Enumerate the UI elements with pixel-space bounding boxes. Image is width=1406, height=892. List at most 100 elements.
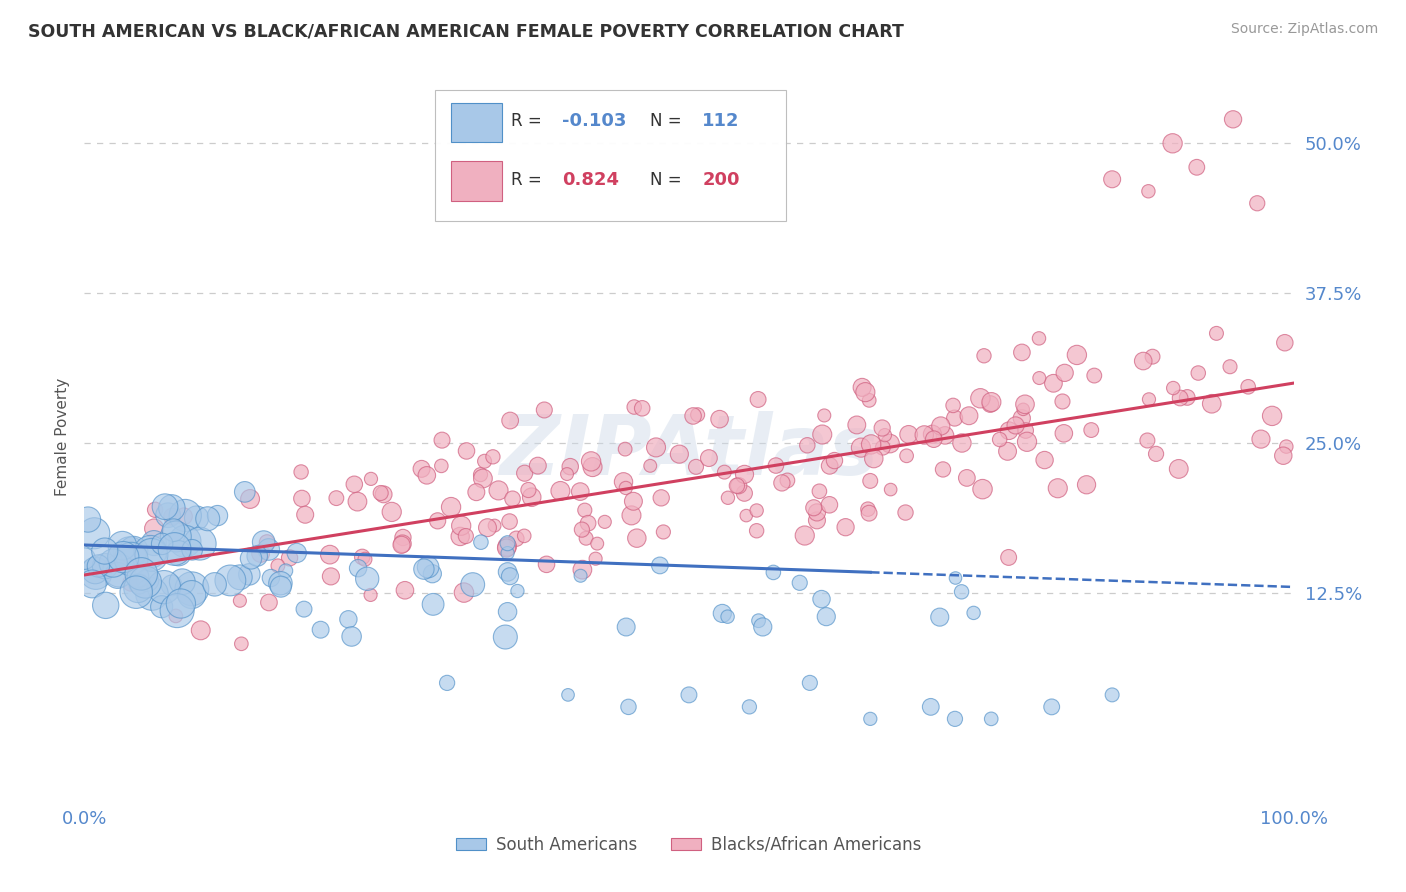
Point — [950, 584, 973, 599]
Point — [997, 550, 1019, 565]
Point — [1274, 335, 1296, 350]
Point — [233, 484, 256, 499]
Point — [685, 459, 707, 474]
Point — [391, 537, 413, 551]
Point — [1053, 366, 1076, 380]
Point — [1012, 402, 1035, 417]
Point — [1076, 477, 1098, 491]
Text: R =: R = — [512, 112, 547, 130]
Point — [745, 503, 768, 517]
Point — [1142, 350, 1164, 364]
Point — [803, 500, 825, 515]
Point — [1011, 345, 1033, 359]
Point — [160, 578, 183, 592]
Point — [770, 475, 793, 490]
Point — [862, 451, 884, 466]
Point — [84, 564, 107, 578]
Point — [638, 458, 661, 473]
Point — [1161, 381, 1184, 395]
Point — [440, 500, 463, 514]
Point — [495, 541, 517, 555]
Point — [426, 514, 449, 528]
Point — [496, 605, 519, 619]
Point — [1033, 453, 1056, 467]
Point — [988, 433, 1011, 447]
Point — [575, 531, 598, 545]
Point — [128, 576, 150, 591]
Point — [859, 712, 882, 726]
Point — [207, 508, 229, 523]
Point — [294, 508, 316, 522]
Text: N =: N = — [650, 112, 688, 130]
Point — [1028, 331, 1050, 345]
Point — [810, 592, 832, 607]
Point — [360, 472, 382, 486]
Point — [650, 491, 672, 505]
Point — [682, 409, 704, 423]
Point — [745, 524, 768, 538]
Point — [143, 503, 166, 517]
Point — [381, 505, 404, 519]
Point — [127, 582, 149, 596]
Point — [860, 437, 883, 451]
Point — [998, 424, 1021, 438]
Point — [1275, 440, 1298, 454]
Point — [141, 548, 163, 562]
Point — [118, 546, 141, 560]
Point — [454, 529, 477, 543]
Point — [1144, 447, 1167, 461]
Point — [246, 549, 269, 563]
Point — [1137, 184, 1160, 198]
Point — [94, 559, 117, 574]
Text: 112: 112 — [702, 112, 740, 130]
Point — [471, 471, 494, 485]
Point — [717, 491, 740, 505]
Point — [943, 411, 966, 425]
Point — [186, 511, 208, 525]
Point — [356, 572, 378, 586]
Point — [1011, 411, 1033, 425]
Point — [170, 597, 193, 611]
Point — [392, 531, 415, 545]
Point — [934, 428, 956, 442]
Point — [1101, 172, 1123, 186]
Point — [713, 465, 735, 479]
Point — [172, 574, 194, 589]
Text: Source: ZipAtlas.com: Source: ZipAtlas.com — [1230, 22, 1378, 37]
Point — [502, 491, 524, 506]
Point — [550, 483, 572, 498]
Point — [499, 569, 522, 583]
Point — [136, 573, 159, 587]
Point — [943, 712, 966, 726]
Point — [1187, 366, 1209, 380]
Point — [806, 513, 828, 527]
Point — [617, 699, 640, 714]
Point — [269, 576, 291, 591]
Point — [645, 441, 668, 455]
Point — [430, 458, 453, 473]
Point — [411, 462, 433, 476]
Point — [748, 614, 770, 628]
Point — [612, 475, 634, 489]
Point — [343, 477, 366, 491]
Point — [141, 587, 163, 601]
Point — [354, 552, 377, 566]
Point — [188, 537, 211, 551]
Point — [1132, 354, 1154, 368]
Point — [256, 535, 278, 549]
Point — [569, 568, 592, 582]
Point — [347, 561, 370, 575]
Point — [142, 536, 165, 550]
Point — [1028, 371, 1050, 385]
Point — [257, 542, 280, 557]
Point — [319, 548, 342, 562]
Point — [162, 523, 184, 537]
Point — [470, 467, 492, 482]
Text: 0.824: 0.824 — [562, 170, 619, 188]
Point — [922, 432, 945, 446]
Point — [197, 512, 219, 526]
Point — [799, 676, 821, 690]
Point — [845, 417, 868, 432]
Point — [678, 688, 700, 702]
Point — [482, 450, 505, 464]
